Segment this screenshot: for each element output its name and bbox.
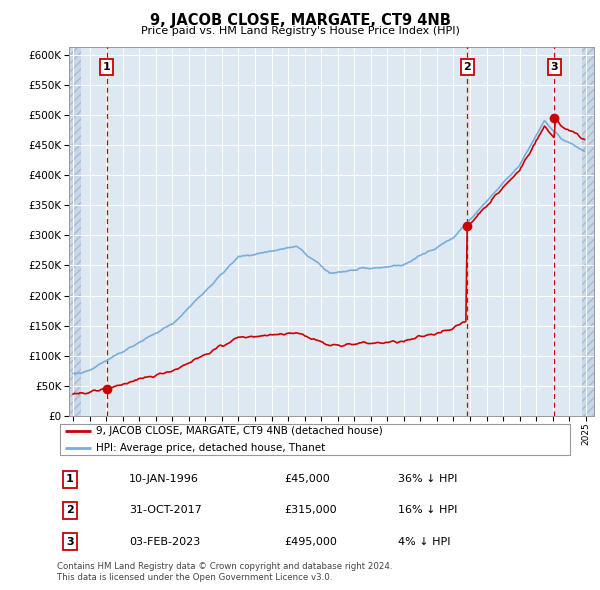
Text: 9, JACOB CLOSE, MARGATE, CT9 4NB (detached house): 9, JACOB CLOSE, MARGATE, CT9 4NB (detach… xyxy=(96,427,382,437)
Text: HPI: Average price, detached house, Thanet: HPI: Average price, detached house, Than… xyxy=(96,444,325,453)
Text: Price paid vs. HM Land Registry's House Price Index (HPI): Price paid vs. HM Land Registry's House … xyxy=(140,26,460,36)
Bar xyxy=(69,47,82,416)
Text: 1: 1 xyxy=(66,474,74,484)
Text: 4% ↓ HPI: 4% ↓ HPI xyxy=(398,536,450,546)
Text: 10-JAN-1996: 10-JAN-1996 xyxy=(129,474,199,484)
Text: 36% ↓ HPI: 36% ↓ HPI xyxy=(398,474,457,484)
Text: 9, JACOB CLOSE, MARGATE, CT9 4NB: 9, JACOB CLOSE, MARGATE, CT9 4NB xyxy=(149,13,451,28)
Text: 31-OCT-2017: 31-OCT-2017 xyxy=(129,506,202,515)
Text: 03-FEB-2023: 03-FEB-2023 xyxy=(129,536,200,546)
Text: £45,000: £45,000 xyxy=(284,474,330,484)
Text: £315,000: £315,000 xyxy=(284,506,337,515)
Text: £495,000: £495,000 xyxy=(284,536,337,546)
Text: Contains HM Land Registry data © Crown copyright and database right 2024.
This d: Contains HM Land Registry data © Crown c… xyxy=(57,562,392,582)
Text: 2: 2 xyxy=(463,63,471,72)
Text: 3: 3 xyxy=(66,536,74,546)
FancyBboxPatch shape xyxy=(59,424,571,455)
Text: 16% ↓ HPI: 16% ↓ HPI xyxy=(398,506,457,515)
Text: 3: 3 xyxy=(550,63,558,72)
Bar xyxy=(581,47,594,416)
Text: 2: 2 xyxy=(66,506,74,515)
Text: 1: 1 xyxy=(103,63,110,72)
